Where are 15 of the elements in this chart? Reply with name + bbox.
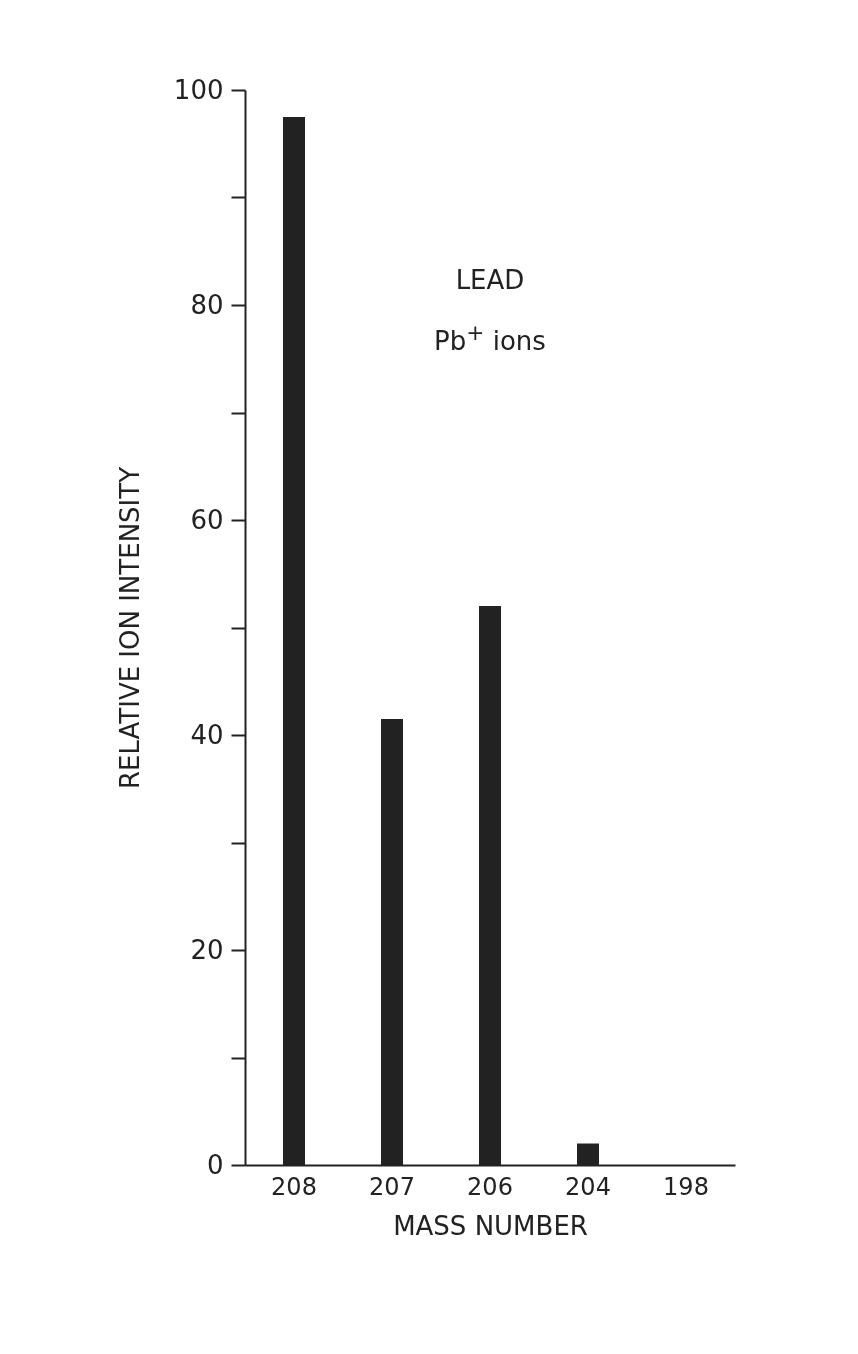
x-axis-title: MASS NUMBER	[393, 1210, 588, 1241]
x-tick-label: 207	[369, 1172, 415, 1201]
y-tick-label: 100	[173, 74, 224, 105]
x-tick-label: 208	[271, 1172, 317, 1201]
y-tick-label: 0	[206, 1149, 224, 1180]
y-tick-label: 20	[190, 934, 224, 965]
x-tick-label: 198	[663, 1172, 709, 1201]
y-tick-label: 80	[190, 289, 224, 320]
annotation: Pb$^{+}$ ions	[433, 320, 547, 356]
x-tick-label: 204	[565, 1172, 611, 1201]
annotation: LEAD	[454, 265, 526, 295]
y-tick-label: 40	[190, 719, 224, 750]
y-tick-label: 60	[190, 504, 224, 535]
y-axis-title: RELATIVE ION INTENSITY	[114, 466, 145, 790]
x-tick-label: 206	[467, 1172, 513, 1201]
